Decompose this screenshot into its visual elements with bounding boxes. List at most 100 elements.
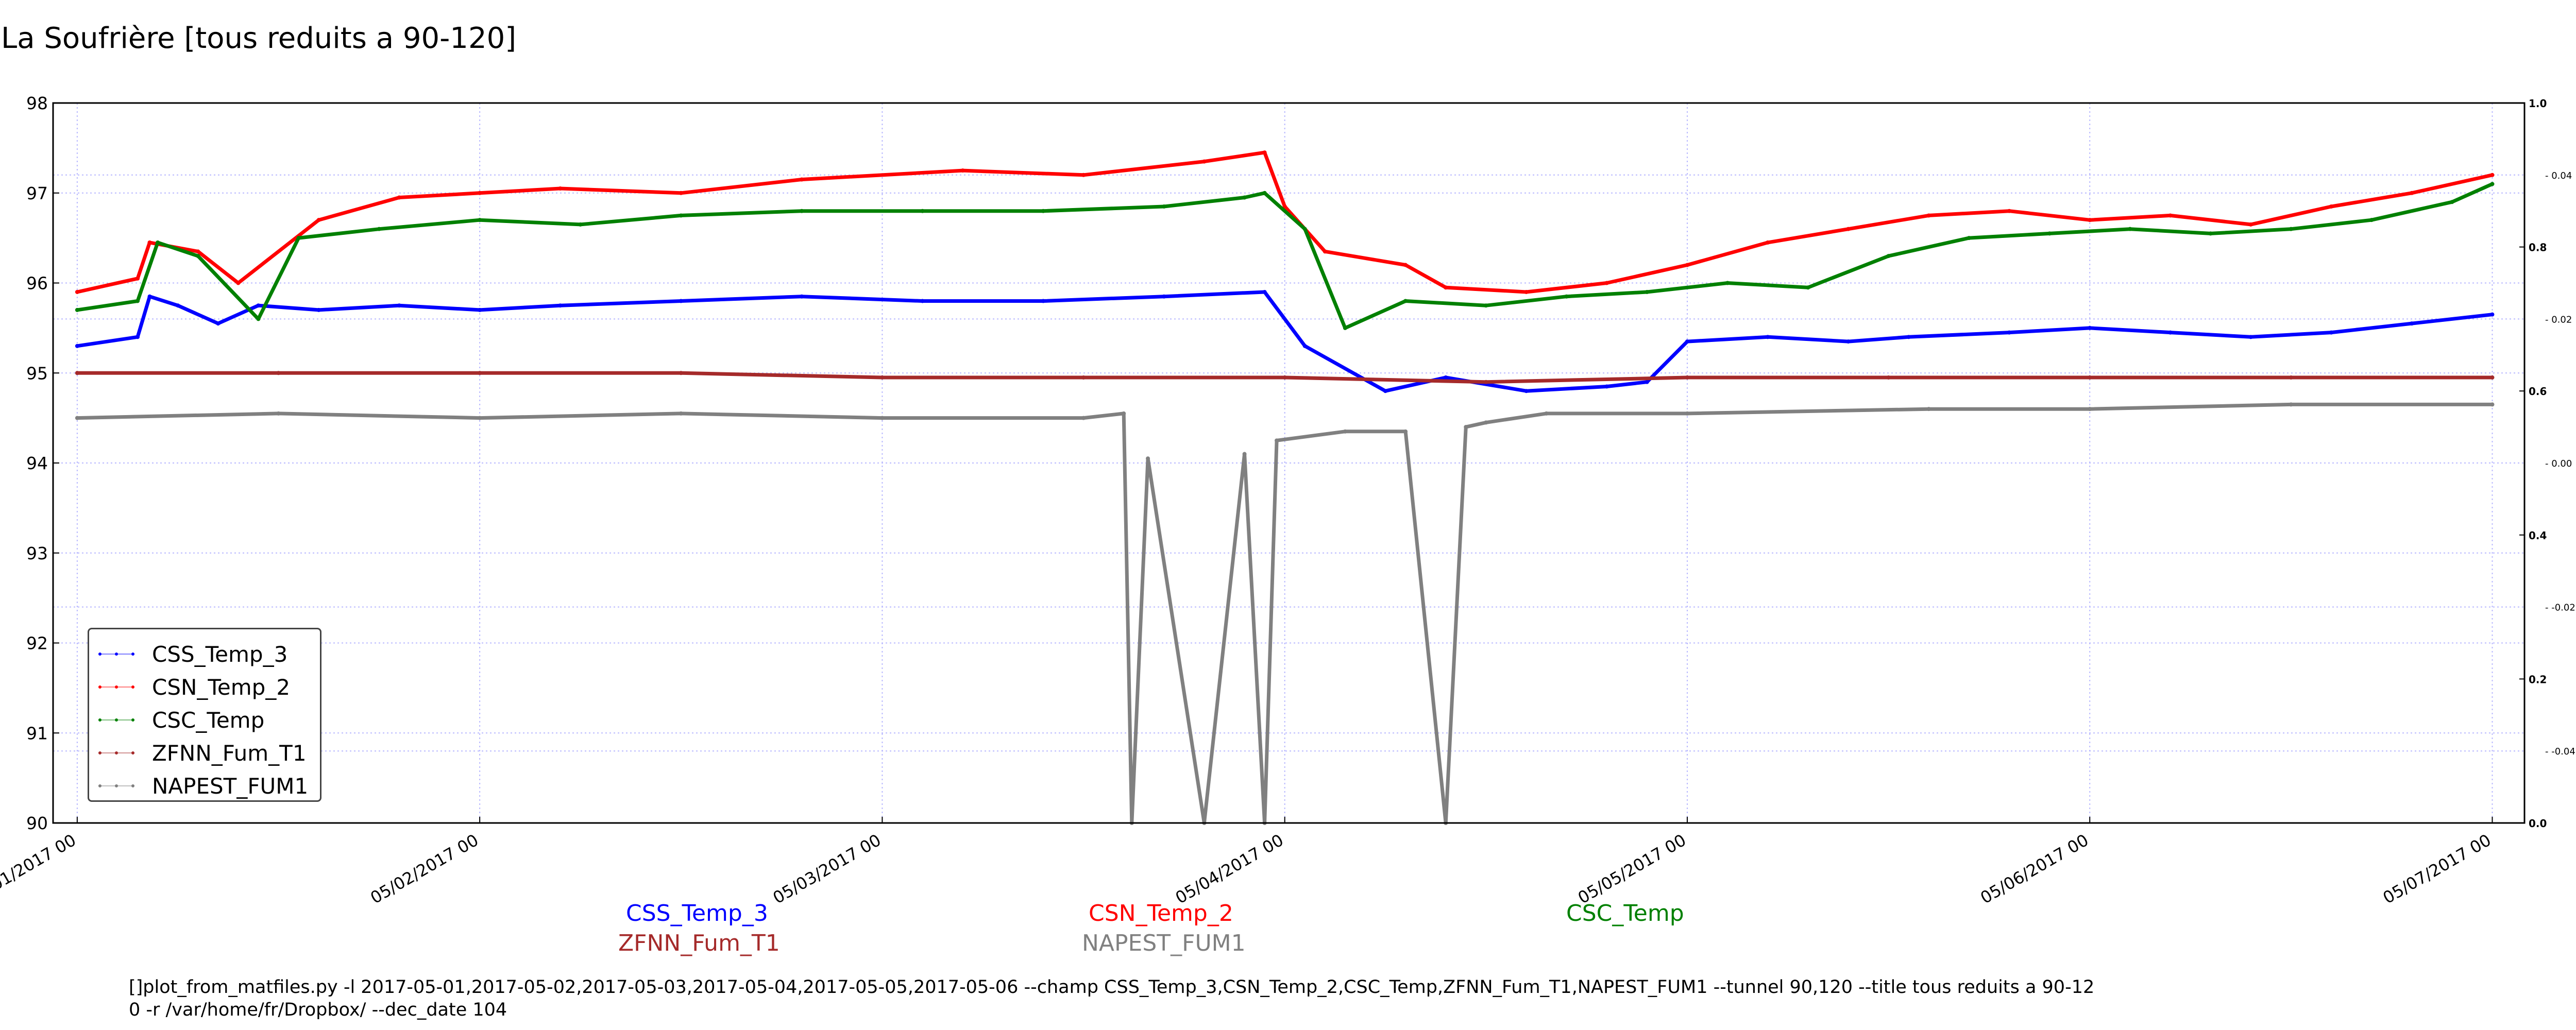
legend-item-csc-temp: CSC_Temp <box>98 706 264 734</box>
data-point <box>1302 344 1307 348</box>
bottom-label-css-temp-3: CSS_Temp_3 <box>626 900 768 926</box>
data-point <box>1122 411 1126 416</box>
y-tick-label: 95 <box>26 363 48 383</box>
data-point <box>478 218 482 222</box>
data-point <box>1886 254 1891 259</box>
data-point <box>2248 222 2253 227</box>
legend-marker <box>98 718 134 722</box>
data-point <box>1524 289 1529 294</box>
data-point <box>276 411 281 416</box>
legend-marker <box>98 653 134 656</box>
x-tick-label: 05/03/2017 00 <box>770 830 885 908</box>
data-point <box>1302 227 1307 231</box>
data-point <box>880 416 885 420</box>
data-point <box>558 186 563 191</box>
data-point <box>1162 294 1166 299</box>
data-point <box>75 416 79 420</box>
data-point <box>316 218 321 222</box>
data-point <box>1262 191 1267 195</box>
data-point <box>1323 249 1327 254</box>
bottom-label-csn-temp-2: CSN_Temp_2 <box>1089 900 1233 926</box>
data-point <box>679 371 683 375</box>
data-point <box>478 191 482 195</box>
data-point <box>1685 375 1689 380</box>
data-point <box>1403 429 1408 434</box>
grid-lines <box>53 103 2524 823</box>
data-point <box>1081 416 1086 420</box>
data-point <box>1282 375 1287 380</box>
data-point <box>2289 227 2293 231</box>
data-point <box>558 303 563 308</box>
legend-label: CSN_Temp_2 <box>152 674 291 700</box>
data-point <box>196 254 200 259</box>
data-point <box>478 416 482 420</box>
data-point <box>1282 204 1287 209</box>
data-point <box>1484 420 1488 425</box>
data-point <box>679 411 683 416</box>
data-point <box>256 317 261 321</box>
data-point <box>1464 425 1468 430</box>
command-line: []plot_from_matfiles.py -l 2017-05-01,20… <box>129 977 2095 1020</box>
data-point <box>1403 263 1408 267</box>
data-point <box>1041 299 1045 303</box>
data-point <box>920 209 925 213</box>
data-point <box>2369 218 2374 222</box>
data-point <box>1524 389 1529 393</box>
series-layer <box>75 150 2495 825</box>
data-point <box>1242 452 1247 456</box>
right-inner-tick-label: - -0.04 <box>2545 746 2575 757</box>
legend-marker <box>98 784 134 787</box>
x-tick-label: 05/02/2017 00 <box>367 830 482 908</box>
data-point <box>2168 213 2173 218</box>
data-point <box>1343 325 1347 330</box>
data-point <box>960 168 965 173</box>
y-tick-label: 94 <box>26 453 48 473</box>
data-point <box>2490 402 2495 407</box>
data-point <box>316 307 321 312</box>
y-tick-label: 91 <box>26 723 48 743</box>
data-point <box>1484 380 1488 384</box>
legend-marker <box>98 751 134 754</box>
legend-marker-line <box>98 654 134 655</box>
data-point <box>1041 209 1045 213</box>
data-point <box>2289 375 2293 380</box>
y-tick-label: 97 <box>26 183 48 203</box>
data-point <box>2088 325 2092 330</box>
data-point <box>2007 330 2011 335</box>
legend-label: CSS_Temp_3 <box>152 641 288 667</box>
data-point <box>1645 289 1649 294</box>
data-point <box>679 299 683 303</box>
data-point <box>397 195 401 200</box>
data-point <box>2088 407 2092 411</box>
data-point <box>276 371 281 375</box>
data-point <box>2289 402 2293 407</box>
legend-item-napest-fum1: NAPEST_FUM1 <box>98 771 308 800</box>
data-point <box>377 227 381 231</box>
data-point <box>2168 330 2173 335</box>
right-outer-tick-label: 0.8 <box>2529 242 2547 254</box>
data-point <box>1846 227 1851 231</box>
legend-label: CSC_Temp <box>152 707 265 733</box>
data-point <box>920 299 925 303</box>
data-point <box>2450 200 2454 204</box>
data-point <box>1685 339 1689 344</box>
data-point <box>176 303 180 308</box>
legend-marker-line <box>98 785 134 786</box>
data-point <box>2088 375 2092 380</box>
legend-item-css-temp-3: CSS_Temp_3 <box>98 640 287 668</box>
data-point <box>1202 159 1207 164</box>
data-point <box>236 281 241 285</box>
data-point <box>1383 389 1388 393</box>
y-tick-label: 93 <box>26 543 48 563</box>
x-tick-label: 05/06/2017 00 <box>1977 830 2092 908</box>
data-point <box>2490 182 2495 186</box>
data-point <box>2047 231 2052 236</box>
legend-item-csn-temp-2: CSN_Temp_2 <box>98 673 290 701</box>
data-point <box>2490 312 2495 317</box>
data-point <box>1886 375 1891 380</box>
data-point <box>2248 335 2253 339</box>
data-point <box>216 321 221 326</box>
data-point <box>1262 289 1267 294</box>
data-point <box>1403 299 1408 303</box>
right-outer-tick-label: 0.0 <box>2529 817 2547 830</box>
